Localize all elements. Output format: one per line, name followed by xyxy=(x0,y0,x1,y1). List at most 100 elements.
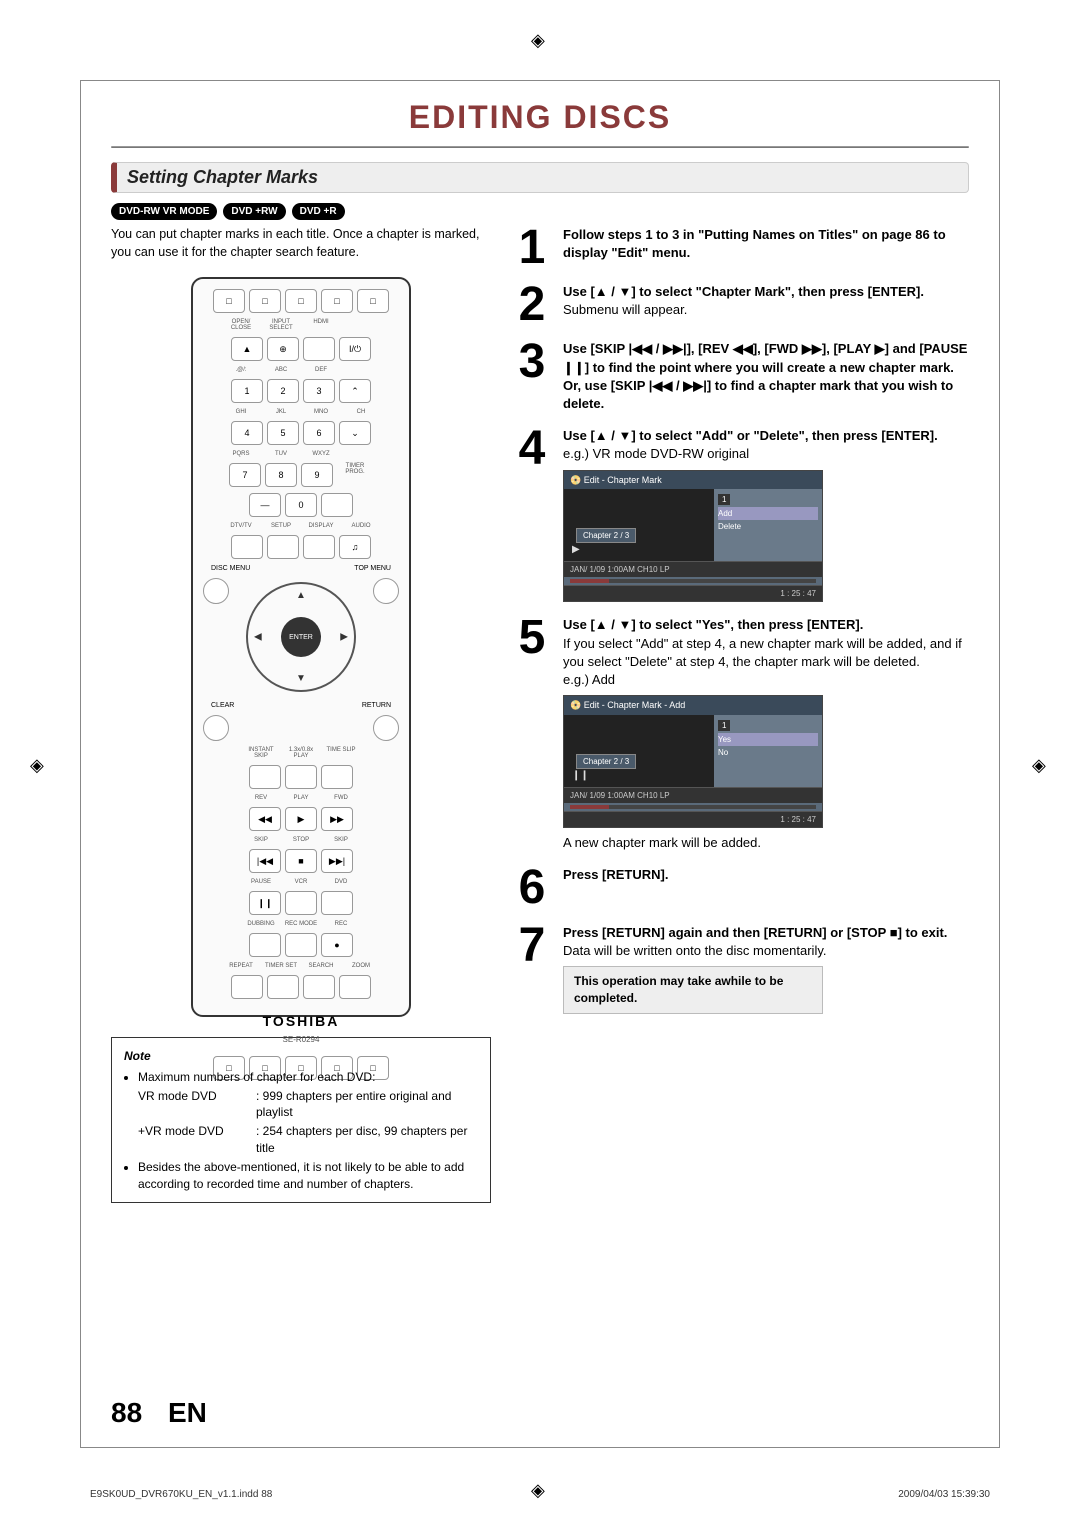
osd-menu-item: Delete xyxy=(718,520,818,533)
step-number: 2 xyxy=(511,283,553,326)
osd-progress xyxy=(570,579,816,583)
btn-label: REC xyxy=(323,921,359,927)
instant-skip-btn xyxy=(249,765,281,789)
btn-label xyxy=(343,319,379,331)
btn-label: STOP xyxy=(283,837,319,843)
btn-label: CH xyxy=(343,409,379,415)
page-number: 88 xyxy=(111,1397,142,1428)
btn-label: .@/: xyxy=(223,367,259,373)
note-row-label: +VR mode DVD xyxy=(138,1123,248,1157)
btn-label: 1.3x/0.8x PLAY xyxy=(283,747,319,759)
caution-box: This operation may take awhile to be com… xyxy=(563,966,823,1014)
step-text: Use [▲ / ▼] to select "Yes", then press … xyxy=(563,617,863,632)
play-btn: ▶ xyxy=(285,807,317,831)
step-subtext: A new chapter mark will be added. xyxy=(563,834,969,852)
step-1: 1 Follow steps 1 to 3 in "Putting Names … xyxy=(511,226,969,269)
num-btn: 3 xyxy=(303,379,335,403)
step-number: 1 xyxy=(511,226,553,269)
btn-label: SKIP xyxy=(243,837,279,843)
pause-btn: ❙❙ xyxy=(249,891,281,915)
btn-label xyxy=(343,451,379,457)
up-arrow-icon: ▲ xyxy=(296,590,306,601)
osd-footer-right: 1 : 25 : 47 xyxy=(780,588,816,599)
play13-btn xyxy=(285,765,317,789)
left-arrow-icon: ◀ xyxy=(254,632,262,643)
skip-fwd-btn: ▶▶| xyxy=(321,849,353,873)
step-subtext: e.g.) Add xyxy=(563,672,615,687)
format-badges: DVD-RW VR MODE DVD +RW DVD +R xyxy=(111,203,969,220)
btn-label: SEARCH xyxy=(303,963,339,969)
timeslip-btn xyxy=(321,765,353,789)
osd-title-text: Edit - Chapter Mark xyxy=(584,475,662,485)
remote-hole: □ xyxy=(357,289,389,313)
step-text: Use [▲ / ▼] to select "Add" or "Delete",… xyxy=(563,428,938,443)
num-btn: 7 xyxy=(229,463,261,487)
clear-btn xyxy=(203,715,229,741)
osd-footer-left: JAN/ 1/09 1:00AM CH10 LP xyxy=(570,564,670,575)
btn-label: GHI xyxy=(223,409,259,415)
remote-hole: □ xyxy=(213,289,245,313)
title-rule xyxy=(111,146,969,148)
rec-btn: ● xyxy=(321,933,353,957)
btn-label: DEF xyxy=(303,367,339,373)
step-2: 2 Use [▲ / ▼] to select "Chapter Mark", … xyxy=(511,283,969,326)
osd-menu-item: Yes xyxy=(718,733,818,746)
step-text: Follow steps 1 to 3 in "Putting Names on… xyxy=(563,227,946,260)
remote-brand: TOSHIBA xyxy=(203,1013,399,1029)
registration-mark xyxy=(30,755,48,773)
dtv-btn xyxy=(231,535,263,559)
note-bullet: Maximum numbers of chapter for each DVD: xyxy=(138,1069,478,1086)
btn-label: DVD xyxy=(323,879,359,885)
num-btn: 8 xyxy=(265,463,297,487)
remote-hole: □ xyxy=(249,289,281,313)
btn-label: SETUP xyxy=(263,523,299,529)
step-subtext: Submenu will appear. xyxy=(563,302,687,317)
step-6: 6 Press [RETURN]. xyxy=(511,866,969,909)
right-arrow-icon: ▶ xyxy=(340,632,348,643)
step-5: 5 Use [▲ / ▼] to select "Yes", then pres… xyxy=(511,616,969,852)
zoom-btn xyxy=(339,975,371,999)
osd-index: 1 xyxy=(718,494,730,505)
power-btn: I/⏻ xyxy=(339,337,371,361)
osd-title: 📀 Edit - Chapter Mark xyxy=(564,471,822,490)
enter-btn: ENTER xyxy=(281,617,321,657)
nav-pad: ▲ ▼ ◀ ▶ ENTER xyxy=(246,582,356,692)
osd-chapter: Chapter 2 / 3 xyxy=(576,528,636,543)
rev-btn: ◀◀ xyxy=(249,807,281,831)
btn-label: OPEN/ CLOSE xyxy=(223,319,259,331)
num-btn: 4 xyxy=(231,421,263,445)
remote-hole: □ xyxy=(285,289,317,313)
step-subtext: If you select "Add" at step 4, a new cha… xyxy=(563,636,962,669)
repeat-btn xyxy=(231,975,263,999)
skip-back-btn: |◀◀ xyxy=(249,849,281,873)
step-number: 5 xyxy=(511,616,553,852)
osd-index: 1 xyxy=(718,720,730,731)
btn-label: DUBBING xyxy=(243,921,279,927)
btn-label: FWD xyxy=(323,795,359,801)
num-btn: 5 xyxy=(267,421,299,445)
osd-chapter: Chapter 2 / 3 xyxy=(576,754,636,769)
step-number: 4 xyxy=(511,427,553,602)
btn-label: TIMER PROG. xyxy=(337,463,373,487)
dvd-btn xyxy=(321,891,353,915)
osd-screenshot-1: 📀 Edit - Chapter Mark Chapter 2 / 3 ▶ 1 … xyxy=(563,470,823,603)
step-7: 7 Press [RETURN] again and then [RETURN]… xyxy=(511,924,969,1014)
btn-label: DISPLAY xyxy=(303,523,339,529)
step-text: Press [RETURN]. xyxy=(563,867,668,882)
badge: DVD +RW xyxy=(223,203,285,220)
dubbing-btn xyxy=(249,933,281,957)
btn-label: INPUT SELECT xyxy=(263,319,299,331)
num-btn: — xyxy=(249,493,281,517)
btn-label: INSTANT SKIP xyxy=(243,747,279,759)
registration-mark xyxy=(531,30,549,48)
btn-label: MNO xyxy=(303,409,339,415)
btn-label: VCR xyxy=(283,879,319,885)
page-lang: EN xyxy=(168,1397,207,1428)
play-icon: ▶ xyxy=(572,543,580,557)
btn-label: DTV/TV xyxy=(223,523,259,529)
remote-control-diagram: □ □ □ □ □ OPEN/ CLOSE INPUT SELECT HDMI … xyxy=(191,277,411,1017)
note-row-label: VR mode DVD xyxy=(138,1088,248,1122)
btn-label: PAUSE xyxy=(243,879,279,885)
setup-btn xyxy=(267,535,299,559)
badge: DVD-RW VR MODE xyxy=(111,203,217,220)
